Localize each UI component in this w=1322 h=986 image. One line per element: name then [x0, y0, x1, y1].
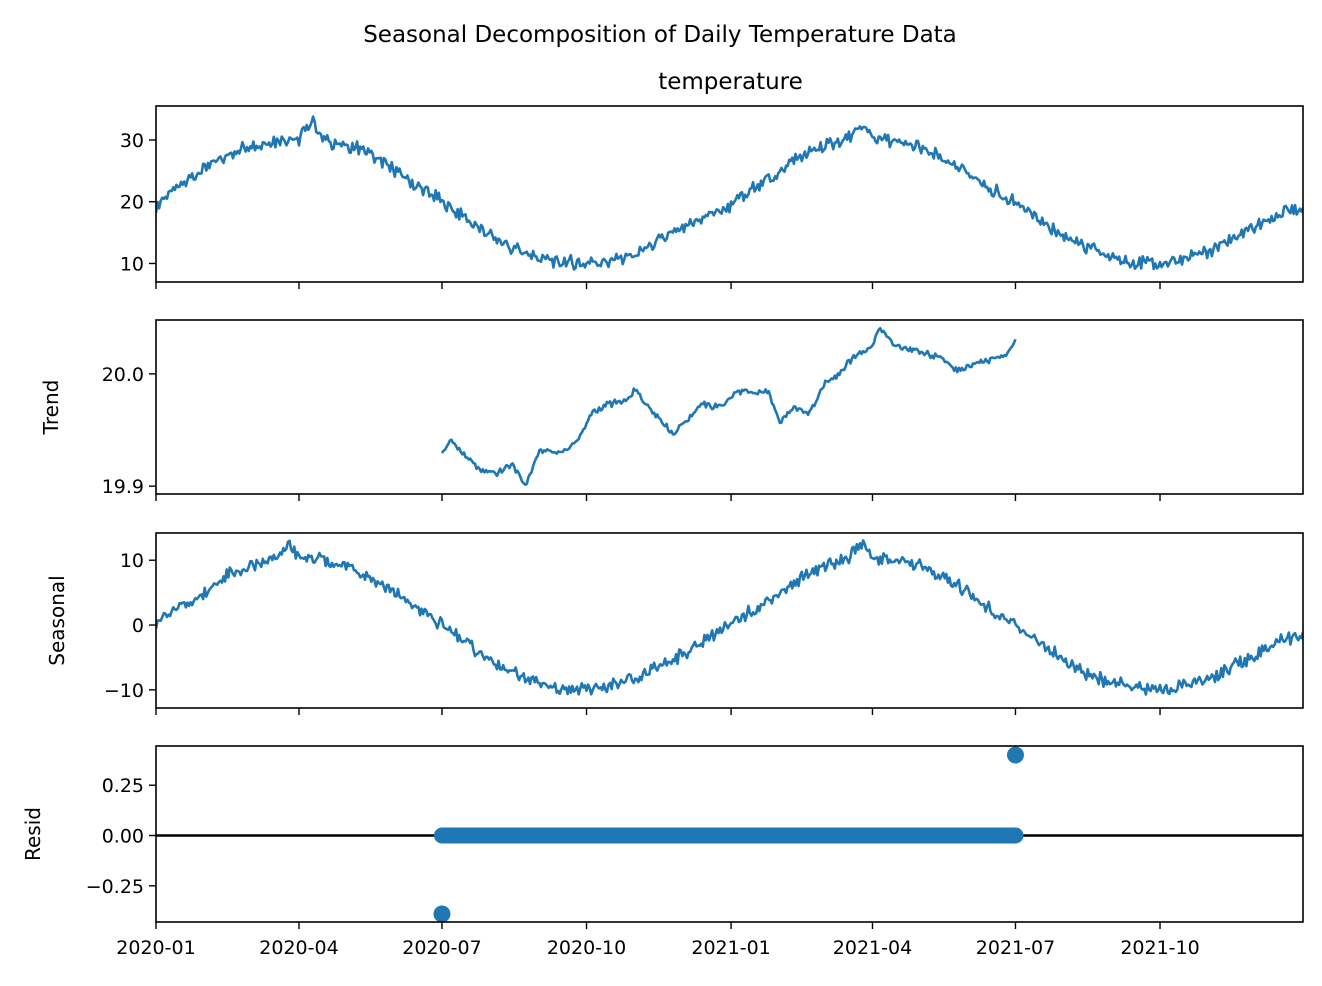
x-tick-label: 2020-07	[402, 937, 481, 959]
plot-area	[156, 539, 1303, 696]
residual-outlier-point	[433, 905, 451, 922]
x-tick-label: 2020-04	[259, 937, 338, 959]
y-tick-label: 10	[120, 550, 144, 572]
x-tick-label: 2021-10	[1120, 937, 1199, 959]
x-tick-label: 2021-01	[691, 937, 770, 959]
axes-frame	[155, 745, 1304, 923]
y-tick-label: 19.9	[102, 476, 144, 498]
x-tick-label: 2021-07	[976, 937, 1055, 959]
panel-title: temperature	[658, 69, 803, 95]
seasonal-panel: −10 0 10 Seasonal	[45, 532, 1304, 715]
plot-area	[156, 115, 1303, 271]
figure-title: Seasonal Decomposition of Daily Temperat…	[363, 22, 957, 48]
temperature-panel: 10 20 30 temperature	[120, 69, 1304, 289]
y-tick-label: 20.0	[102, 364, 144, 386]
decomposition-panels: 10 20 30 temperature 19.9 20.0 Trend −10 0 10 Seas…	[21, 69, 1304, 959]
trend-panel: 19.9 20.0 Trend	[39, 319, 1304, 501]
axes-frame	[155, 532, 1304, 709]
axes-frame	[155, 105, 1304, 283]
y-axis-label: Resid	[21, 807, 45, 861]
x-tick-label: 2020-01	[116, 937, 195, 959]
y-tick-label: 0.25	[102, 775, 144, 797]
y-tick-label: −10	[104, 680, 144, 702]
y-tick-label: 0	[132, 615, 144, 637]
resid-panel: −0.25 0.00 0.25 2020-01 2020-04 2020-07 2020-1…	[21, 745, 1304, 959]
x-tick-label: 2020-10	[547, 937, 626, 959]
residual-outlier-point	[1006, 746, 1024, 764]
y-axis-label: Trend	[39, 380, 63, 436]
series-line	[156, 539, 1303, 696]
y-tick-label: 0.00	[102, 826, 144, 848]
y-tick-label: 10	[120, 253, 144, 275]
series-line	[156, 115, 1303, 271]
y-axis-label: Seasonal	[45, 575, 69, 665]
axes-frame	[155, 319, 1304, 495]
plot-area	[156, 746, 1303, 922]
x-tick-label: 2021-04	[833, 937, 912, 959]
y-tick-label: 30	[120, 130, 144, 152]
plot-area	[440, 326, 1017, 486]
series-line	[440, 326, 1017, 486]
y-tick-label: −0.25	[86, 876, 144, 898]
y-tick-label: 20	[120, 192, 144, 214]
